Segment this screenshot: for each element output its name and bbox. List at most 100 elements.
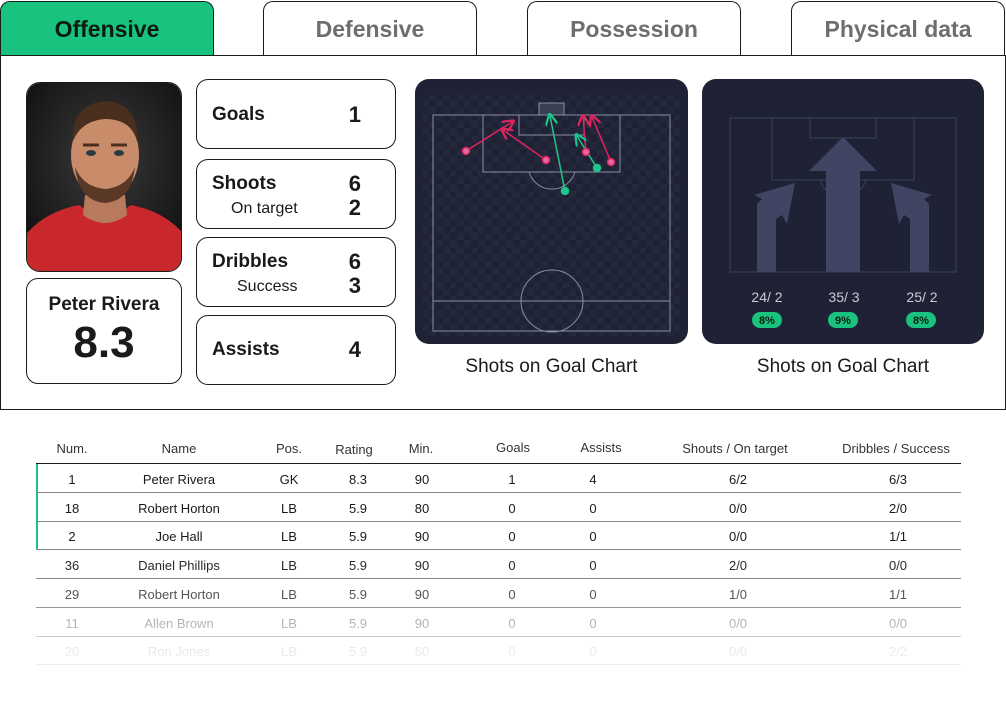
assists-value: 4 [348, 337, 361, 362]
header-name: Name [161, 441, 197, 456]
zone-center-badge [828, 312, 858, 328]
table-row[interactable]: 2 Joe Hall LB 5.9 90 0 0 0/0 1/1 [36, 521, 961, 551]
tab-defensive[interactable]: Defensive [263, 1, 477, 57]
header-shouts: Shouts / On target [682, 441, 788, 456]
cell-dribbles: 1/1 [888, 586, 908, 602]
tab-label: Physical data [824, 16, 972, 42]
cell-name: Daniel Phillips [138, 558, 220, 574]
tab-label: Defensive [315, 16, 425, 42]
header-num: Num. [56, 441, 88, 456]
tab-label: Offensive [54, 16, 160, 42]
success-value: 3 [348, 273, 361, 298]
cell-min: 90 [414, 615, 430, 631]
player-card: Peter Rivera 8.3 [26, 278, 182, 384]
shoots-value: 6 [348, 171, 361, 196]
header-min: Min. [408, 441, 434, 456]
cell-goals: 1 [508, 472, 516, 487]
zone-left-label: 24/ 2 [751, 289, 782, 305]
cell-pos: LB [281, 558, 297, 574]
tab-physical-data[interactable]: Physical data [791, 1, 1005, 57]
shot-map-caption: Shots on Goal Chart [465, 356, 638, 377]
cell-rating: 5.9 [348, 615, 368, 631]
cell-num: 11 [65, 615, 79, 631]
cell-rating: 5.9 [348, 586, 368, 602]
cell-assists: 0 [589, 586, 597, 602]
cell-shouts: 2/0 [728, 558, 748, 574]
tab-offensive[interactable]: Offensive [0, 1, 214, 57]
header-assists: Assists [580, 440, 622, 455]
cell-goals: 0 [508, 529, 516, 545]
cell-assists: 0 [589, 500, 597, 516]
cell-num: 29 [64, 586, 80, 602]
tab-possession[interactable]: Possession [527, 1, 741, 57]
header-pos: Pos. [275, 441, 303, 456]
cell-dribbles: 6/3 [888, 472, 908, 487]
cell-assists: 0 [589, 644, 597, 660]
assists-label: Assists [212, 339, 280, 360]
cell-name: Ron Jones [147, 644, 211, 660]
cell-rating: 5.9 [348, 529, 368, 545]
zone-center-label: 35/ 3 [828, 289, 859, 305]
zone-left-badge [752, 312, 782, 328]
cell-num: 36 [64, 558, 80, 574]
cell-pos: LB [281, 529, 297, 545]
cell-shouts: 6/2 [728, 472, 748, 487]
table-row[interactable]: 1 Peter Rivera GK 8.3 90 1 4 6/2 6/3 [36, 464, 961, 493]
cell-assists: 0 [589, 615, 597, 631]
goals-card: Goals 1 [196, 79, 396, 149]
shoots-card: Shoots 6 On target 2 [196, 159, 396, 229]
dribbles-label: Dribbles [212, 251, 289, 272]
cell-dribbles: 1/1 [888, 529, 908, 545]
player-name: Peter Rivera [48, 294, 160, 315]
cell-num: 2 [68, 529, 76, 545]
tab-label: Possession [570, 16, 698, 42]
table-row[interactable]: 20 Ron Jones LB 5.9 60 0 0 0/0 2/2 [36, 636, 961, 666]
header-goals: Goals [496, 440, 530, 455]
cell-min: 60 [414, 644, 430, 660]
cell-pos: LB [281, 586, 297, 602]
cell-rating: 5.9 [348, 558, 368, 574]
cell-goals: 0 [508, 615, 516, 631]
cell-rating: 8.3 [348, 472, 368, 487]
dribbles-value: 6 [348, 249, 361, 274]
cell-shouts: 0/0 [728, 644, 748, 660]
cell-shouts: 1/0 [728, 586, 748, 602]
dribbles-card: Dribbles 6 Success 3 [196, 237, 396, 307]
cell-min: 90 [414, 472, 430, 487]
header-rating: Rating [335, 442, 373, 457]
zone-right-badge [906, 312, 936, 328]
zone-right-pct: 8% [913, 315, 929, 327]
cell-pos: LB [281, 615, 297, 631]
shot-zones-caption: Shots on Goal Chart [756, 356, 930, 377]
table-row[interactable]: 36 Daniel Phillips LB 5.9 90 0 0 2/0 0/0 [36, 550, 961, 580]
cell-name: Peter Rivera [142, 472, 216, 487]
assists-card: Assists 4 [196, 315, 396, 385]
table-row[interactable]: 11 Allen Brown LB 5.9 90 0 0 0/0 0/0 [36, 608, 961, 637]
cell-dribbles: 0/0 [888, 558, 908, 574]
cell-dribbles: 2/0 [888, 500, 908, 516]
success-label: Success [237, 278, 298, 295]
cell-pos: GK [279, 472, 299, 487]
table-row[interactable]: 29 Robert Horton LB 5.9 90 0 0 1/0 1/1 [36, 579, 961, 608]
row-highlight-stripe [36, 521, 38, 550]
cell-name: Joe Hall [155, 529, 203, 545]
cell-min: 90 [414, 586, 430, 602]
player-photo [26, 82, 182, 272]
cell-rating: 5.9 [348, 644, 368, 660]
cell-dribbles: 0/0 [888, 615, 908, 631]
cell-min: 90 [414, 558, 430, 574]
cell-pos: LB [281, 644, 297, 660]
cell-rating: 5.9 [348, 500, 368, 516]
zone-left-pct: 8% [759, 315, 775, 327]
cell-min: 90 [414, 529, 430, 545]
cell-shouts: 0/0 [728, 500, 748, 516]
row-highlight-stripe [36, 464, 38, 492]
header-dribbles: Dribbles / Success [842, 441, 950, 456]
cell-shouts: 0/0 [728, 529, 748, 545]
on-target-value: 2 [348, 195, 361, 220]
zone-right-label: 25/ 2 [906, 289, 937, 305]
cell-assists: 0 [589, 558, 597, 574]
table-row[interactable]: 18 Robert Horton LB 5.9 80 0 0 0/0 2/0 [36, 492, 961, 522]
zone-center-pct: 9% [835, 315, 851, 327]
cell-assists: 0 [589, 529, 597, 545]
